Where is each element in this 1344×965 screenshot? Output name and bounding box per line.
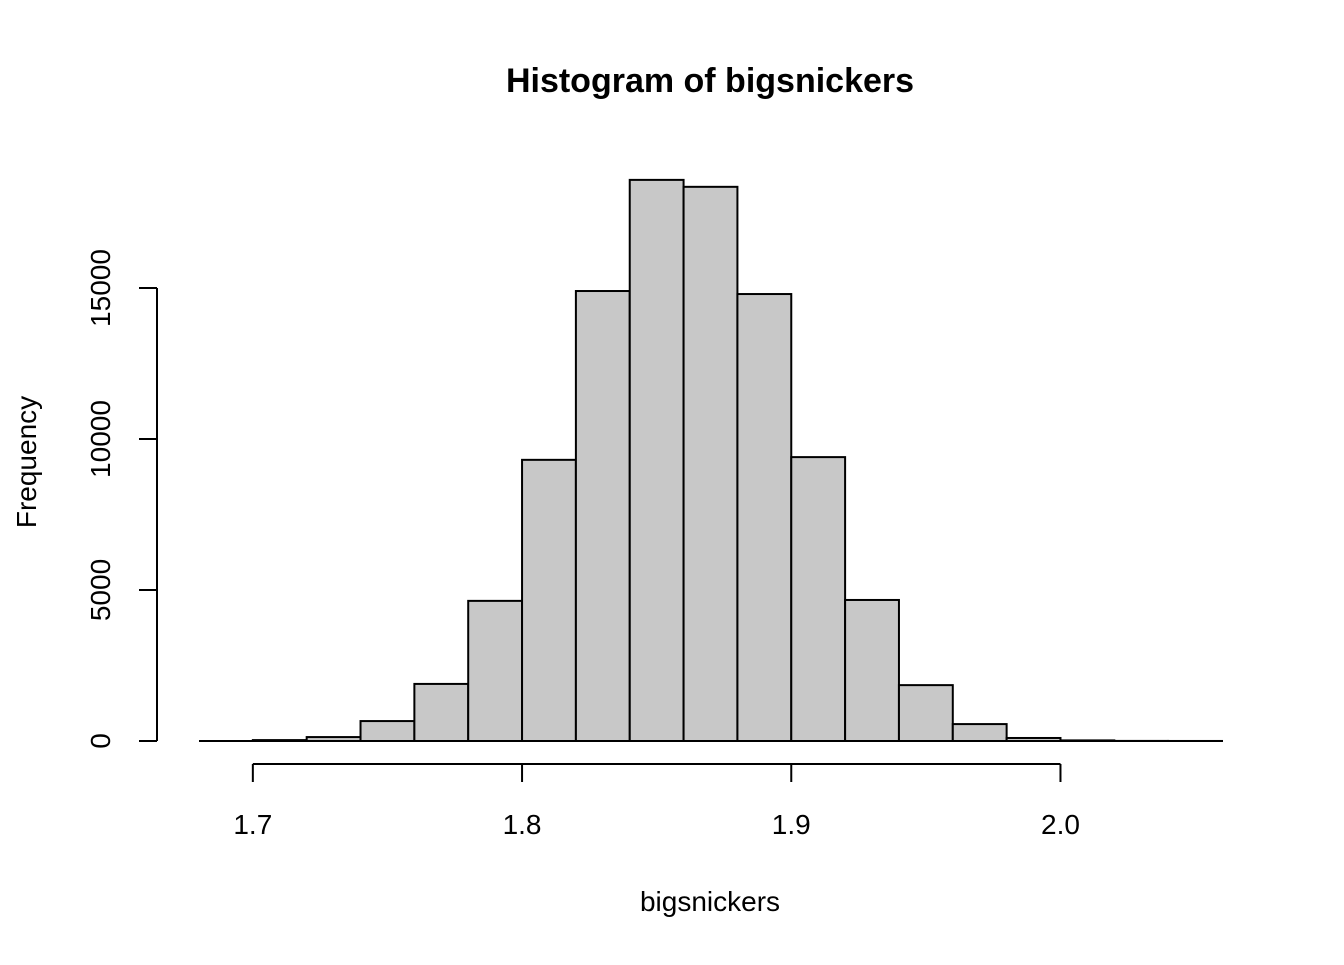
y-axis-label: Frequency [11, 396, 42, 528]
bar [953, 724, 1007, 741]
x-tick-label: 1.8 [503, 809, 542, 840]
y-tick-label: 5000 [85, 559, 116, 621]
bar [791, 457, 845, 741]
bar [468, 601, 522, 741]
x-tick-label: 1.9 [772, 809, 811, 840]
bar [737, 294, 791, 741]
x-tick-label: 2.0 [1041, 809, 1080, 840]
bar [899, 685, 953, 741]
y-tick-label: 10000 [85, 400, 116, 478]
bar [630, 180, 684, 741]
bar [845, 600, 899, 741]
bar [522, 460, 576, 741]
chart-title: Histogram of bigsnickers [506, 62, 914, 100]
x-tick-label: 1.7 [233, 809, 272, 840]
y-tick-label: 15000 [85, 249, 116, 327]
bar [361, 721, 415, 741]
y-tick-label: 0 [85, 733, 116, 749]
bar [576, 291, 630, 741]
bar [414, 684, 468, 741]
bar [684, 187, 738, 741]
x-axis-label: bigsnickers [640, 886, 780, 917]
